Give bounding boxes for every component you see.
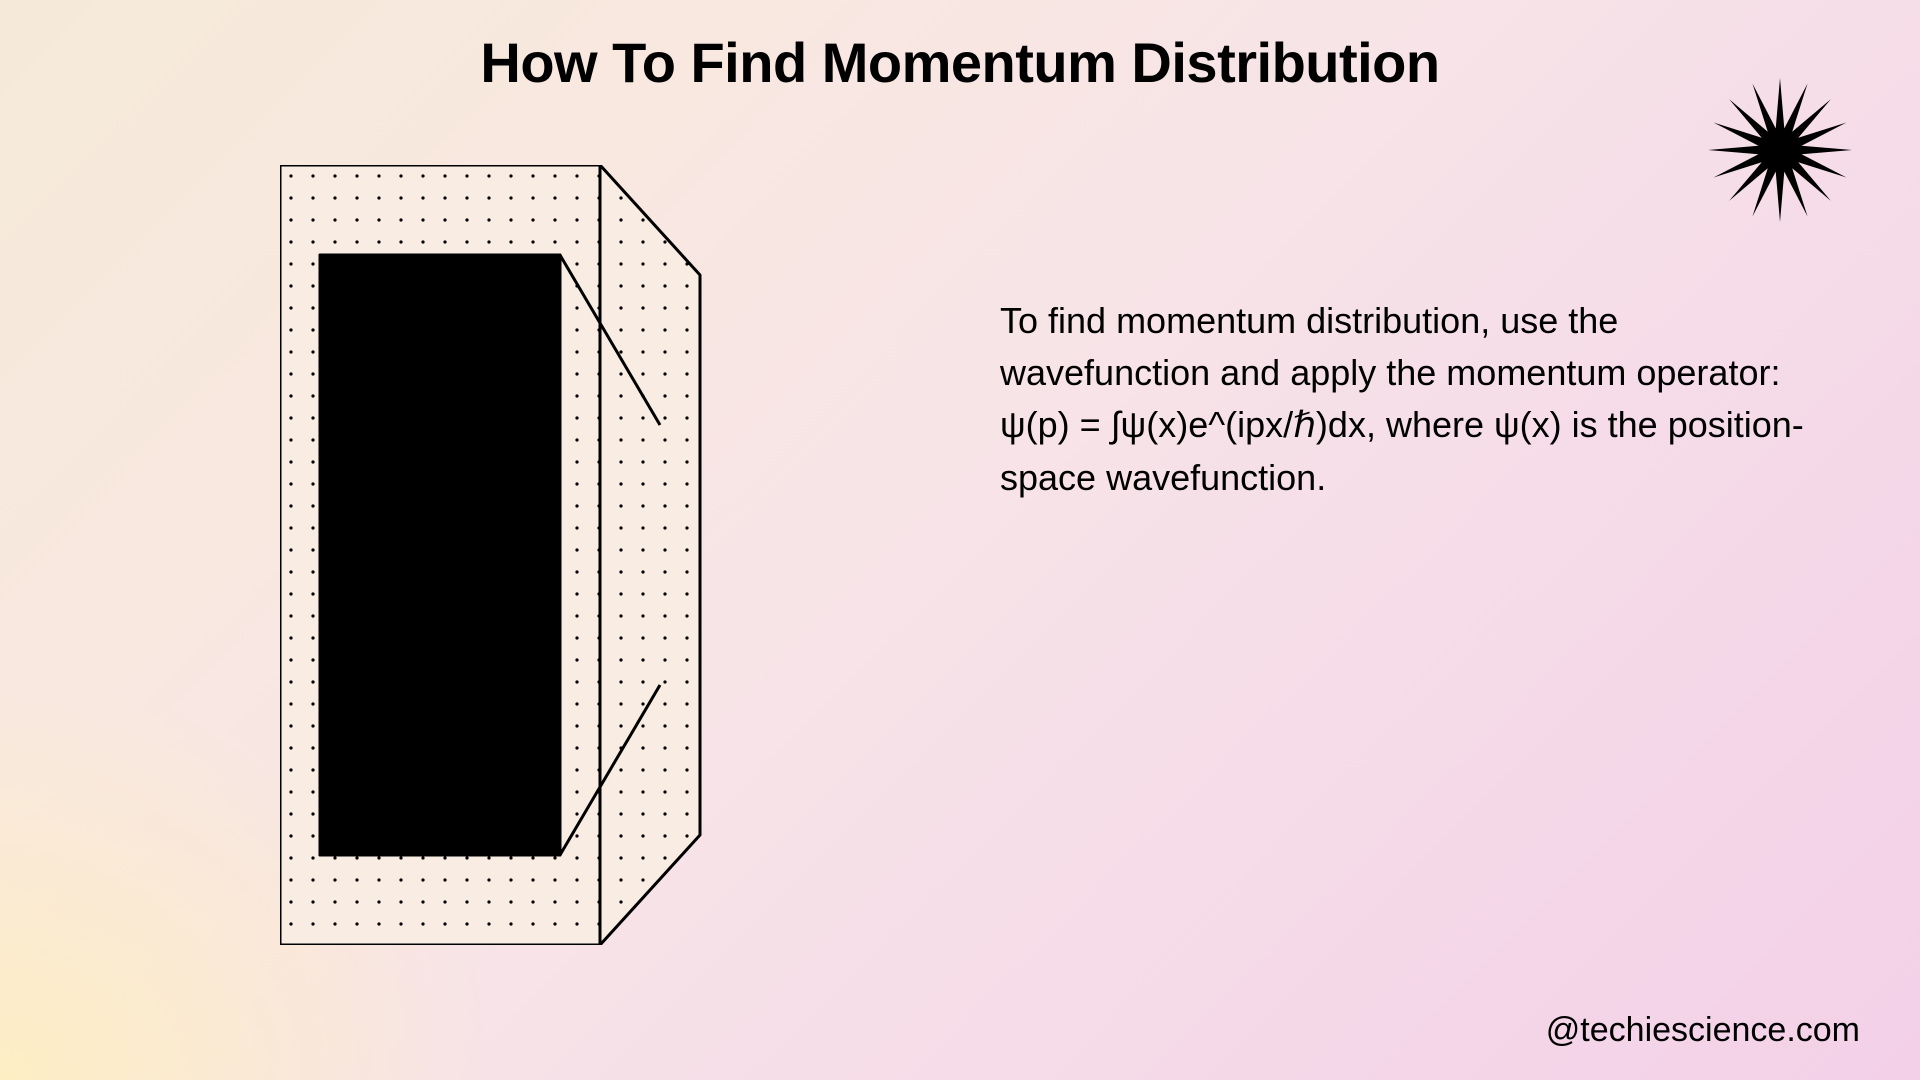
starburst-icon	[1700, 70, 1860, 235]
attribution: @techiescience.com	[1546, 1011, 1860, 1050]
page-title: How To Find Momentum Distribution	[0, 30, 1920, 95]
portal-graphic	[280, 165, 710, 950]
body-paragraph: To find momentum distribution, use the w…	[1000, 295, 1820, 504]
